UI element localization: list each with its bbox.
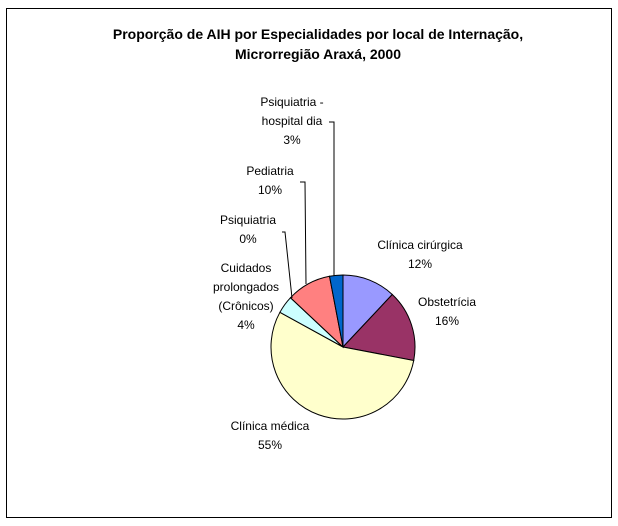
value-label: 55% bbox=[257, 438, 283, 452]
category-label: Cuidados prolongados (Crônicos) bbox=[212, 261, 280, 313]
leader-line bbox=[329, 121, 335, 276]
category-label: Obstetrícia bbox=[417, 295, 477, 309]
value-label: 10% bbox=[257, 183, 283, 197]
leader-lines bbox=[282, 121, 335, 299]
category-label: Pediatria bbox=[246, 164, 294, 178]
value-label: 3% bbox=[283, 133, 301, 147]
slice-label: Psiquiatria - hospital dia 3% bbox=[251, 93, 333, 150]
category-label: Psiquiatria - hospital dia bbox=[260, 95, 324, 128]
slice-label: Cuidados prolongados (Crônicos) 4% bbox=[206, 259, 286, 335]
value-label: 0% bbox=[239, 232, 257, 246]
slice-label: Psiquiatria 0% bbox=[208, 211, 288, 249]
pie-slice bbox=[342, 293, 416, 362]
category-label: Clínica médica bbox=[230, 419, 310, 433]
chart-title: Proporção de AIH por Especialidades por … bbox=[112, 26, 524, 62]
category-label: Clínica cirúrgica bbox=[377, 238, 463, 252]
leader-line bbox=[282, 231, 293, 299]
slices bbox=[270, 274, 416, 420]
slice-label: Clínica médica 55% bbox=[215, 417, 325, 455]
slice-label: Pediatria 10% bbox=[230, 162, 310, 200]
category-label: Psiquiatria bbox=[219, 213, 277, 227]
pie-slice bbox=[328, 274, 344, 348]
value-label: 12% bbox=[407, 257, 433, 271]
value-label: 16% bbox=[434, 314, 460, 328]
value-label: 4% bbox=[237, 318, 255, 332]
chart-frame bbox=[6, 8, 612, 518]
slice-label: Obstetrícia 16% bbox=[402, 293, 492, 331]
leader-line bbox=[300, 181, 307, 285]
slice-label: Clínica cirúrgica 12% bbox=[365, 236, 475, 274]
pie-slice bbox=[270, 311, 415, 420]
